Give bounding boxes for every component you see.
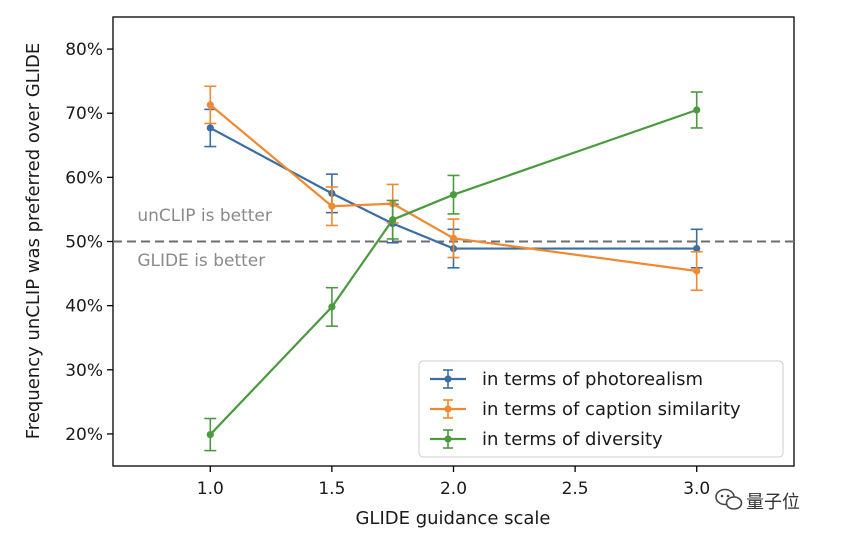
- series-lines: [204, 85, 703, 452]
- legend: in terms of photorealism in terms of capt…: [418, 360, 784, 458]
- x-tick-label: 2.5: [562, 479, 589, 499]
- data-point: [206, 124, 214, 132]
- y-axis-label: Frequency unCLIP was preferred over GLID…: [23, 43, 44, 439]
- x-axis-ticks: 1.0 1.5 2.0 2.5 3.0: [197, 466, 710, 499]
- y-tick-label: 50%: [65, 233, 103, 253]
- y-tick-label: 30%: [65, 361, 103, 381]
- y-axis-ticks: 20% 30% 40% 50% 60% 70% 80%: [65, 40, 113, 445]
- legend-box: [418, 360, 784, 458]
- data-point: [693, 267, 701, 275]
- data-point: [206, 430, 214, 439]
- series-2: [204, 91, 703, 452]
- legend-label: in terms of photorealism: [482, 369, 703, 390]
- y-tick-label: 40%: [65, 297, 103, 317]
- legend-label: in terms of diversity: [482, 429, 663, 450]
- watermark: 量子位: [715, 488, 800, 513]
- data-point: [389, 216, 397, 224]
- legend-label: in terms of caption similarity: [482, 399, 741, 420]
- x-tick-label: 1.0: [197, 479, 224, 499]
- y-tick-label: 60%: [65, 168, 103, 188]
- x-tick-label: 2.0: [440, 479, 467, 499]
- x-axis-label: GLIDE guidance scale: [355, 508, 550, 529]
- annotation-unclip-better: unCLIP is better: [137, 206, 272, 226]
- data-point: [449, 234, 458, 242]
- x-tick-label: 3.0: [683, 479, 710, 499]
- annotation-glide-better: GLIDE is better: [137, 251, 265, 271]
- legend-marker: [444, 375, 452, 383]
- y-tick-label: 80%: [65, 40, 103, 60]
- x-tick-label: 1.5: [318, 479, 345, 499]
- wechat-icon: [715, 488, 743, 510]
- data-point: [206, 101, 214, 109]
- legend-marker: [444, 405, 452, 413]
- y-tick-label: 70%: [65, 104, 103, 124]
- data-point: [693, 244, 701, 253]
- data-point: [449, 191, 458, 199]
- legend-marker: [444, 435, 452, 443]
- y-tick-label: 20%: [65, 425, 103, 445]
- watermark-text: 量子位: [746, 492, 800, 513]
- data-point: [328, 202, 336, 210]
- data-point: [693, 106, 701, 114]
- data-point: [328, 303, 336, 311]
